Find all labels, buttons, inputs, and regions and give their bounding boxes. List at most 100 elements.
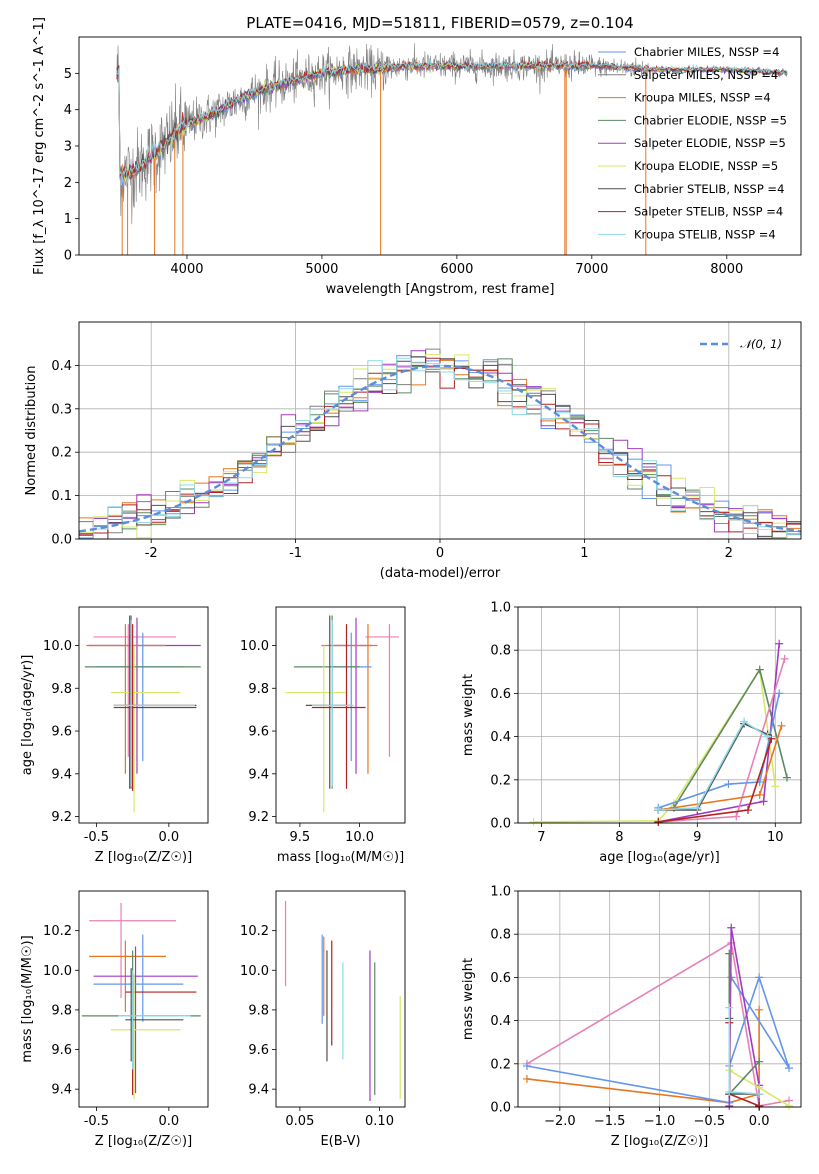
y-tick-label: 1 bbox=[64, 212, 72, 227]
axes-frame bbox=[517, 606, 802, 824]
x-axis-label: E(B-V) bbox=[320, 1134, 360, 1149]
y-tick-label: 3 bbox=[64, 140, 72, 155]
plot-area bbox=[522, 923, 794, 1110]
age-vs-metallicity-panel: -0.5 0.0 9.2 9.4 9.6 9.8 10.0 Z [log₁₀(Z/Z☉)] ag… bbox=[20, 606, 209, 865]
y-tick-label: 9.6 bbox=[51, 1043, 72, 1058]
y-tick-label: 9.2 bbox=[51, 810, 72, 825]
errorbar-point bbox=[305, 615, 351, 789]
y-tick-label: 9.6 bbox=[248, 725, 269, 740]
weight-marker bbox=[725, 949, 734, 958]
weight-marker bbox=[777, 721, 786, 730]
weight-marker bbox=[785, 1101, 794, 1110]
errorbar-point bbox=[321, 624, 378, 774]
axes-frame bbox=[275, 606, 406, 824]
y-tick-label: 9.8 bbox=[51, 682, 72, 697]
y-tick-label: 5 bbox=[64, 67, 72, 82]
y-tick-label: 9.2 bbox=[248, 810, 269, 825]
x-tick-label: -0.5 bbox=[84, 1114, 109, 1129]
chart-title: PLATE=0416, MJD=51811, FIBERID=0579, z=0… bbox=[246, 14, 633, 32]
x-tick-label: 6000 bbox=[440, 262, 473, 277]
errorbar-point bbox=[311, 619, 354, 787]
histogram-series bbox=[79, 357, 801, 535]
y-axis-label: mass weight bbox=[461, 674, 476, 756]
weight-marker bbox=[782, 773, 791, 782]
weight-series bbox=[526, 1009, 760, 1104]
weight-marker bbox=[654, 806, 663, 815]
y-tick-label: 0 bbox=[64, 249, 72, 264]
y-tick-label: 4 bbox=[64, 103, 72, 118]
y-tick-label: 2 bbox=[64, 176, 72, 191]
x-axis-label: (data-model)/error bbox=[380, 566, 501, 581]
x-tick-label: 10 bbox=[767, 830, 784, 845]
y-tick-label: 10.2 bbox=[43, 924, 72, 939]
y-tick-label: 9.8 bbox=[248, 682, 269, 697]
x-tick-label: −1.0 bbox=[644, 1114, 676, 1129]
x-tick-label: −0.5 bbox=[694, 1114, 726, 1129]
legend-label: Chabrier MILES, NSSP =4 bbox=[634, 45, 779, 59]
y-tick-label: 0.0 bbox=[490, 1101, 511, 1116]
y-tick-label: 9.6 bbox=[248, 1043, 269, 1058]
plot-area bbox=[84, 615, 201, 813]
y-tick-label: 9.6 bbox=[51, 725, 72, 740]
weight-marker bbox=[522, 1074, 531, 1083]
errorbar-point bbox=[89, 902, 177, 999]
errorbar-point bbox=[113, 615, 197, 789]
y-tick-label: 9.8 bbox=[248, 1003, 269, 1018]
weight-marker bbox=[740, 717, 749, 726]
x-tick-label: -0.5 bbox=[84, 830, 109, 845]
residual-histogram: -2 -1 0 1 2 0.0 0.1 0.2 0.3 0.4 (data-model)/error… bbox=[24, 321, 802, 581]
weight-series bbox=[526, 974, 790, 1104]
legend-label: Chabrier ELODIE, NSSP =5 bbox=[634, 113, 787, 127]
y-tick-label: 0.1 bbox=[51, 489, 72, 504]
y-tick-label: 0.0 bbox=[490, 817, 511, 832]
axes-frame bbox=[78, 606, 209, 824]
y-tick-label: 0.8 bbox=[490, 644, 511, 659]
x-tick-label: 0.0 bbox=[749, 1114, 770, 1129]
x-tick-label: 7 bbox=[537, 830, 545, 845]
y-tick-label: 0.2 bbox=[51, 446, 72, 461]
errorbar-point bbox=[93, 934, 184, 1022]
weight-marker bbox=[755, 1005, 764, 1014]
weight-marker bbox=[725, 1087, 734, 1096]
x-tick-label: 0.05 bbox=[285, 1114, 314, 1129]
model-spectrum bbox=[116, 57, 788, 184]
x-tick-label: 9.5 bbox=[290, 830, 311, 845]
x-axis-label: Z [log₁₀(Z/Z☉)] bbox=[95, 1134, 192, 1149]
y-tick-label: 0.4 bbox=[490, 1014, 511, 1029]
y-tick-label: 10.0 bbox=[240, 639, 269, 654]
weight-series bbox=[658, 693, 780, 809]
y-tick-label: 9.4 bbox=[51, 1083, 72, 1098]
legend-label: Salpeter STELIB, NSSP =4 bbox=[634, 205, 783, 219]
y-axis-label: Flux [f_λ 10^-17 erg cm^-2 s^-1 A^-1] bbox=[32, 17, 47, 275]
y-axis-label: Normed distribution bbox=[24, 366, 39, 496]
x-axis-label: Z [log₁₀(Z/Z☉)] bbox=[95, 850, 192, 865]
weight-marker bbox=[725, 1101, 734, 1110]
y-tick-label: 0.3 bbox=[51, 402, 72, 417]
axes-frame bbox=[275, 890, 406, 1108]
plot-area bbox=[285, 615, 400, 813]
weight-marker bbox=[755, 1057, 764, 1066]
x-tick-label: 8 bbox=[615, 830, 623, 845]
weight-marker bbox=[775, 689, 784, 698]
weight-marker bbox=[775, 639, 784, 648]
histogram-series bbox=[79, 357, 801, 540]
weight-series bbox=[658, 720, 768, 811]
legend-label: Kroupa ELODIE, NSSP =5 bbox=[634, 159, 778, 173]
y-tick-label: 9.4 bbox=[248, 1083, 269, 1098]
plot-area bbox=[116, 43, 788, 255]
x-tick-label: 1 bbox=[580, 546, 588, 561]
plot-area bbox=[78, 348, 802, 540]
weight-series bbox=[533, 667, 777, 823]
weight-marker bbox=[763, 732, 772, 741]
axes-frame bbox=[78, 890, 209, 1108]
x-axis-label: Z [log₁₀(Z/Z☉)] bbox=[611, 1134, 708, 1149]
weight-marker bbox=[755, 1090, 764, 1099]
errorbar-point bbox=[93, 624, 177, 757]
axes-frame bbox=[78, 321, 802, 540]
y-axis-label: mass [log₁₀(M/M☉)] bbox=[20, 935, 35, 1062]
weight-marker bbox=[759, 797, 768, 806]
y-axis-label: age [log₁₀(age/yr)] bbox=[20, 655, 35, 776]
y-tick-label: 0.2 bbox=[490, 773, 511, 788]
y-tick-label: 0.4 bbox=[51, 359, 72, 374]
